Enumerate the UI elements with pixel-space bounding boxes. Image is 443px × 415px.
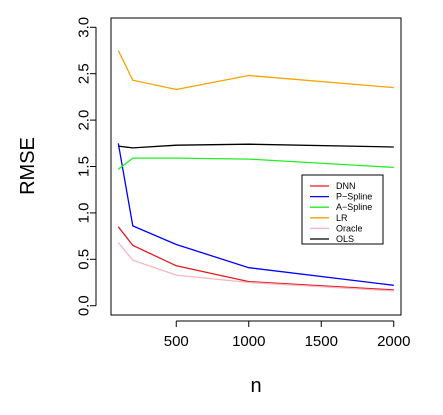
y-tick-label: 3.0 — [76, 17, 93, 38]
x-tick-label: 2000 — [377, 333, 410, 350]
legend-label: Oracle — [336, 223, 363, 233]
series-line-dnn — [117, 226, 394, 291]
series-line-a-spline — [117, 157, 394, 170]
series-line-lr — [117, 50, 394, 91]
legend-label: DNN — [336, 181, 356, 191]
series-layer — [117, 50, 394, 292]
y-tick-label: 0.5 — [76, 249, 93, 270]
y-tick-label: 0.0 — [76, 295, 93, 316]
series-line-oracle — [117, 242, 394, 292]
legend-label: P−Spline — [336, 192, 372, 202]
y-axis: 0.0 0.5 1.0 1.5 2.0 2.5 3.0 — [76, 17, 97, 316]
y-tick-label: 1.5 — [76, 156, 93, 177]
series-line-p-spline — [117, 143, 394, 286]
y-tick-label: 2.5 — [76, 63, 93, 84]
x-tick-label: 500 — [164, 333, 189, 350]
y-tick-label: 2.0 — [76, 110, 93, 131]
y-tick-label: 1.0 — [76, 202, 93, 223]
legend-label: OLS — [336, 234, 354, 244]
x-tick-label: 1500 — [305, 333, 338, 350]
x-tick-label: 1000 — [232, 333, 265, 350]
legend-label: A−Spline — [336, 202, 372, 212]
series-line-ols — [118, 143, 394, 149]
x-axis-title: n — [250, 375, 261, 397]
x-axis: 500 1000 1500 2000 — [164, 320, 410, 350]
y-axis-title: RMSE — [17, 137, 39, 195]
legend-label: LR — [336, 213, 348, 223]
plot-frame — [110, 17, 402, 316]
